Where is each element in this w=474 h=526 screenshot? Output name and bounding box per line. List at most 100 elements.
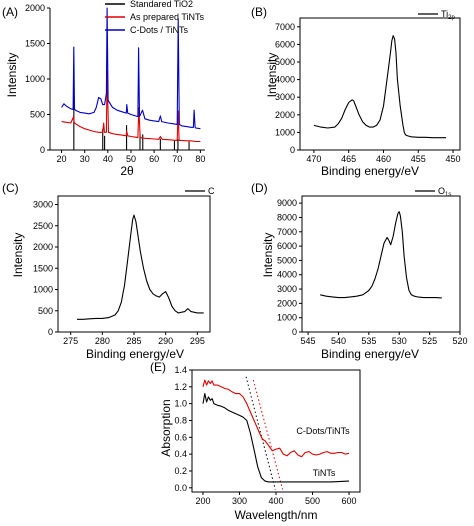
panel-a-x-tick-label: 40 — [103, 154, 113, 164]
panel-e-x-tick-label: 300 — [232, 496, 247, 506]
panel-b-ti2p-chart: 470 465 460 455 450 0 1000 2000 3000 4000 5000 6000… — [275, 17, 461, 164]
panel-d-y-tick-label: 9000 — [277, 198, 297, 208]
panel-b-y-tick-label: 2000 — [275, 110, 295, 120]
panel-b-y-tick-label: 3000 — [275, 92, 295, 102]
panel-a-x-tick-label: 70 — [172, 154, 182, 164]
panel-c-y-tick-label: 1500 — [33, 263, 53, 273]
panel-e-tangent-line-0 — [245, 376, 276, 490]
panel-c-y-axis-label: Intensity — [11, 233, 25, 278]
panel-b-y-tick-label: 1000 — [275, 127, 295, 137]
panel-d-label: (D) — [251, 181, 268, 195]
panel-e-series-c-dots-tints-line — [202, 379, 350, 458]
panel-b-series-ti2p-line — [313, 35, 447, 139]
panel-e-annotation-c-dots-tints: C-Dots/TiNTs — [296, 426, 350, 436]
panel-e-y-tick-label: 0.0 — [174, 483, 187, 493]
panel-e-x-tick-label: 200 — [195, 496, 210, 506]
panel-a-y-tick-label: 1500 — [25, 39, 45, 49]
panel-a-series-as-prepared-tints-line — [61, 69, 201, 143]
panel-b-plot-frame — [299, 17, 461, 151]
panel-c-label: (C) — [2, 181, 19, 195]
panel-b-legend: Ti2p — [418, 9, 456, 21]
panel-a-y-axis-label: Intensity — [5, 53, 19, 98]
panel-c-y-tick-label: 500 — [38, 306, 53, 316]
panel-d-x-axis-label: Binding energy/eV — [321, 347, 419, 361]
panel-d-x-tick-label: 530 — [392, 336, 407, 346]
panel-e-y-tick-label: 0.2 — [174, 466, 187, 476]
panel-d-x-tick-label: 525 — [422, 336, 437, 346]
panel-a-y-tick-label: 0 — [40, 145, 45, 155]
panel-a-series-c-dots-tints-line — [61, 7, 201, 130]
legend-label-ti2p: Ti2p — [441, 9, 456, 21]
panel-b-y-axis-label: Intensity — [265, 53, 279, 98]
legend-label-as-prepared-tints: As prepared TiNTs — [130, 12, 205, 22]
panel-b-x-tick-label: 465 — [341, 154, 356, 164]
panel-a-x-tick-label: 30 — [80, 154, 90, 164]
panel-a-xrd-chart: 20 30 40 50 60 70 80 0 500 1000 1500 2000 — [25, 3, 205, 164]
panel-c-x-axis-label: Binding energy/eV — [86, 347, 184, 361]
panel-d-series-o1s-line — [320, 211, 442, 299]
panel-c-series-c-line — [77, 214, 204, 320]
panel-c-x-tick-label: 290 — [158, 336, 173, 346]
panel-c-x-tick-label: 285 — [126, 336, 141, 346]
panel-a-label: (A) — [2, 5, 18, 19]
panel-c-y-tick-label: 2500 — [33, 221, 53, 231]
panel-e-series-tints-line — [202, 393, 350, 483]
panel-a-legend: Standared TiO2 As prepared TiNTs C-Dots … — [105, 0, 205, 35]
legend-label-c: C — [208, 186, 215, 196]
panel-d-y-tick-label: 2000 — [277, 298, 297, 308]
panel-e-x-tick-label: 400 — [268, 496, 283, 506]
panel-e-annotation-tints: TiNTs — [313, 468, 336, 478]
panel-c-y-tick-label: 3000 — [33, 200, 53, 210]
panel-d-o1s-chart: 545 540 535 530 525 520 0 1000 2000 3000 4000 5000 6… — [277, 195, 468, 346]
panel-e-x-tick-label: 500 — [305, 496, 320, 506]
panel-d-y-tick-label: 7000 — [277, 227, 297, 237]
panel-c-y-tick-label: 2000 — [33, 242, 53, 252]
panel-e-tangent-line-1 — [252, 379, 284, 490]
panel-b-y-tick-label: 0 — [290, 145, 295, 155]
panel-e-y-tick-label: 1.0 — [174, 399, 187, 409]
panel-a-y-tick-label: 2000 — [25, 3, 45, 13]
panel-a-x-axis-label: 2θ — [120, 164, 134, 178]
panel-e-y-tick-label: 0.4 — [174, 449, 187, 459]
panel-d-y-tick-label: 4000 — [277, 270, 297, 280]
panel-a-x-tick-label: 80 — [195, 154, 205, 164]
panel-d-y-tick-label: 5000 — [277, 255, 297, 265]
panel-c-x-tick-label: 280 — [95, 336, 110, 346]
panel-e-label: (E) — [150, 360, 166, 374]
panel-c-x-tick-label: 295 — [190, 336, 205, 346]
panel-a-x-tick-label: 60 — [149, 154, 159, 164]
panel-c-c1s-chart: 275 280 285 290 295 0 500 1000 1500 2000 2500 3000 — [33, 195, 211, 346]
panel-c-x-tick-label: 275 — [63, 336, 78, 346]
panel-d-x-tick-label: 520 — [452, 336, 467, 346]
panel-b-x-axis-label: Binding energy/eV — [321, 164, 419, 178]
panel-d-y-axis-label: Intensity — [261, 233, 275, 278]
panel-b-label: (B) — [251, 5, 267, 19]
panel-e-absorption-chart: 200 300 400 500 600 0.0 0.2 0.4 0.6 0.8 1.0 1.2 1.4 — [174, 365, 361, 506]
panel-d-plot-frame — [301, 195, 461, 333]
panel-b-y-tick-label: 6000 — [275, 39, 295, 49]
panel-c-legend: C — [185, 186, 215, 196]
panel-e-x-axis-label: Wavelength/nm — [235, 508, 318, 522]
panel-e-y-tick-label: 0.8 — [174, 415, 187, 425]
panel-d-x-tick-label: 540 — [331, 336, 346, 346]
panel-e-y-tick-label: 1.4 — [174, 365, 187, 375]
panel-a-y-tick-label: 500 — [30, 110, 45, 120]
panel-d-x-tick-label: 545 — [301, 336, 316, 346]
panel-c-y-tick-label: 0 — [48, 327, 53, 337]
panel-a-y-tick-label: 1000 — [25, 74, 45, 84]
panel-d-y-tick-label: 0 — [292, 327, 297, 337]
panel-d-y-tick-label: 6000 — [277, 241, 297, 251]
panel-c-y-tick-label: 1000 — [33, 285, 53, 295]
panel-e-y-axis-label: Absorption — [159, 399, 173, 456]
panel-b-y-tick-label: 7000 — [275, 22, 295, 32]
panel-e-y-tick-label: 0.6 — [174, 432, 187, 442]
legend-label-c-dots-tints: C-Dots / TiNTs — [130, 25, 189, 35]
panel-e-x-tick-label: 600 — [342, 496, 357, 506]
panel-a-x-tick-label: 50 — [126, 154, 136, 164]
panel-d-y-tick-label: 3000 — [277, 284, 297, 294]
panel-a-x-tick-label: 20 — [57, 154, 67, 164]
panel-b-x-tick-label: 460 — [376, 154, 391, 164]
panel-e-y-tick-label: 1.2 — [174, 382, 187, 392]
panel-b-x-tick-label: 455 — [411, 154, 426, 164]
